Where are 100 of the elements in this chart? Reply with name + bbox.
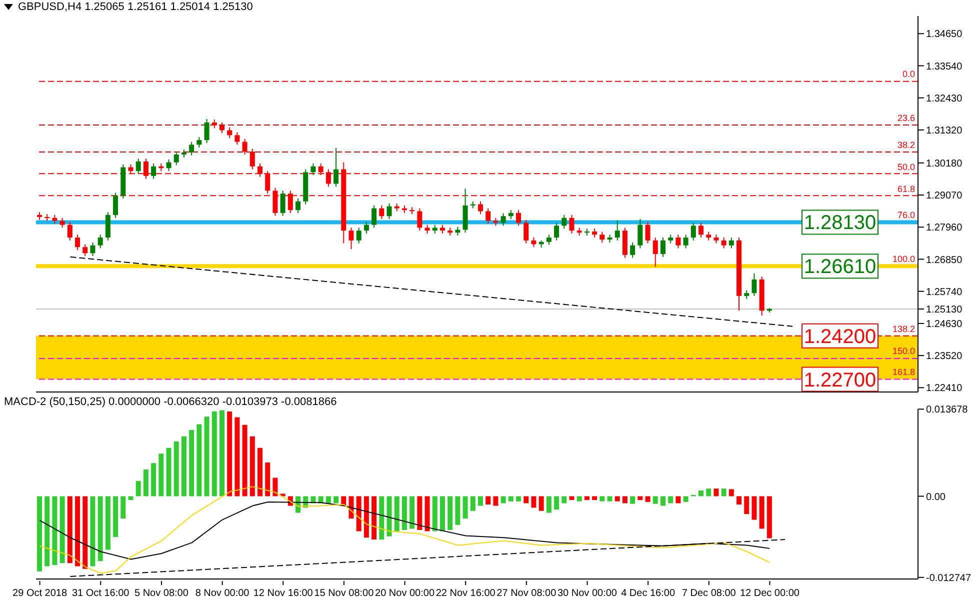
bar xyxy=(120,496,126,519)
bar xyxy=(660,496,666,506)
candlestick xyxy=(728,237,734,249)
bar xyxy=(181,436,186,496)
bar xyxy=(212,412,217,496)
bar xyxy=(432,496,438,532)
bar xyxy=(158,454,164,496)
annotation: 50.0 xyxy=(896,162,915,173)
bar xyxy=(258,448,262,496)
bar xyxy=(334,496,339,504)
x-tick-label: 30 Nov 00:00 xyxy=(558,588,618,599)
candlestick xyxy=(546,234,552,246)
x-tick-label: 4 Dec 16:00 xyxy=(621,588,676,599)
candlestick xyxy=(364,221,369,234)
y-tick-label: 1.32430 xyxy=(926,93,963,104)
bar xyxy=(683,496,688,502)
x-tick-label: 31 Oct 16:00 xyxy=(72,588,130,599)
bar xyxy=(614,496,620,502)
candlestick xyxy=(652,237,658,268)
bar xyxy=(44,496,50,566)
bar xyxy=(721,488,726,496)
bar xyxy=(706,488,712,496)
candlestick xyxy=(698,222,704,238)
candlestick xyxy=(296,198,301,214)
candlestick xyxy=(189,141,194,156)
x-tick-label: 29 Oct 2018 xyxy=(12,588,68,599)
candlestick xyxy=(227,126,232,139)
bar xyxy=(652,496,658,504)
x-tick-label: 12 Nov 16:00 xyxy=(253,588,314,599)
x-tick-label: 8 Nov 00:00 xyxy=(195,588,250,599)
candlestick xyxy=(113,192,118,218)
y-tick-label: 1.33540 xyxy=(926,61,963,72)
candlestick xyxy=(478,200,483,215)
bar xyxy=(67,496,72,564)
bar xyxy=(508,496,514,502)
annotation: 138.2 xyxy=(891,324,915,335)
y-tick-label: 1.34650 xyxy=(926,29,963,40)
x-tick-label: 7 Dec 08:00 xyxy=(682,588,736,599)
bar xyxy=(417,496,422,530)
bar xyxy=(189,430,194,496)
bar xyxy=(113,496,118,537)
candlestick xyxy=(348,227,354,250)
ref-line-label: 1.22700 xyxy=(804,369,876,392)
candlestick xyxy=(660,237,666,258)
bar xyxy=(128,496,134,500)
bar xyxy=(272,478,278,496)
candlestick xyxy=(554,222,560,241)
bar xyxy=(752,496,757,520)
annotation: 38.2 xyxy=(896,140,915,151)
bar xyxy=(204,416,210,496)
bar xyxy=(554,496,560,510)
bar xyxy=(166,448,172,496)
candlestick xyxy=(75,234,80,250)
bar xyxy=(676,496,681,504)
bar xyxy=(151,463,156,496)
bar xyxy=(744,496,750,514)
bar xyxy=(98,496,103,562)
bar xyxy=(562,496,567,504)
bar xyxy=(37,496,42,572)
bar xyxy=(668,496,674,504)
bar xyxy=(242,424,248,496)
bar xyxy=(455,496,460,525)
ref-line-label: 1.26610 xyxy=(804,256,876,278)
bar xyxy=(728,489,734,496)
bar xyxy=(493,496,498,506)
bar xyxy=(90,496,96,566)
bar xyxy=(759,496,764,529)
bar xyxy=(105,496,110,550)
candlestick xyxy=(386,202,392,220)
y-tick-label: -0.012747 xyxy=(926,572,972,584)
candlestick xyxy=(638,218,643,249)
bar xyxy=(410,496,415,529)
y-tick-label: 1.31320 xyxy=(926,126,963,137)
bar xyxy=(402,496,407,530)
ref-line-label: 1.24200 xyxy=(804,326,876,348)
bar xyxy=(584,496,590,500)
candlestick xyxy=(356,227,362,244)
line-series xyxy=(39,486,770,574)
candlestick xyxy=(690,222,696,241)
x-tick-label: 12 Dec 00:00 xyxy=(740,588,800,599)
y-tick-label: 1.25740 xyxy=(926,286,963,298)
bar xyxy=(698,490,704,496)
bar xyxy=(143,469,148,496)
bar xyxy=(546,496,552,513)
bar xyxy=(622,496,628,504)
y-tick-label: 1.24630 xyxy=(926,319,963,330)
bar xyxy=(136,480,141,496)
bar xyxy=(448,496,453,530)
bar xyxy=(196,424,202,496)
bar xyxy=(500,496,506,504)
bar xyxy=(174,441,179,496)
bar xyxy=(645,496,650,502)
candlestick xyxy=(82,244,88,257)
bar xyxy=(82,496,88,569)
annotation: 150.0 xyxy=(891,346,915,358)
candlestick xyxy=(683,234,688,249)
y-tick-label: 1.30180 xyxy=(926,158,963,170)
y-tick-label: 1.26850 xyxy=(926,254,963,266)
candlestick xyxy=(500,212,506,226)
bar xyxy=(75,496,80,566)
